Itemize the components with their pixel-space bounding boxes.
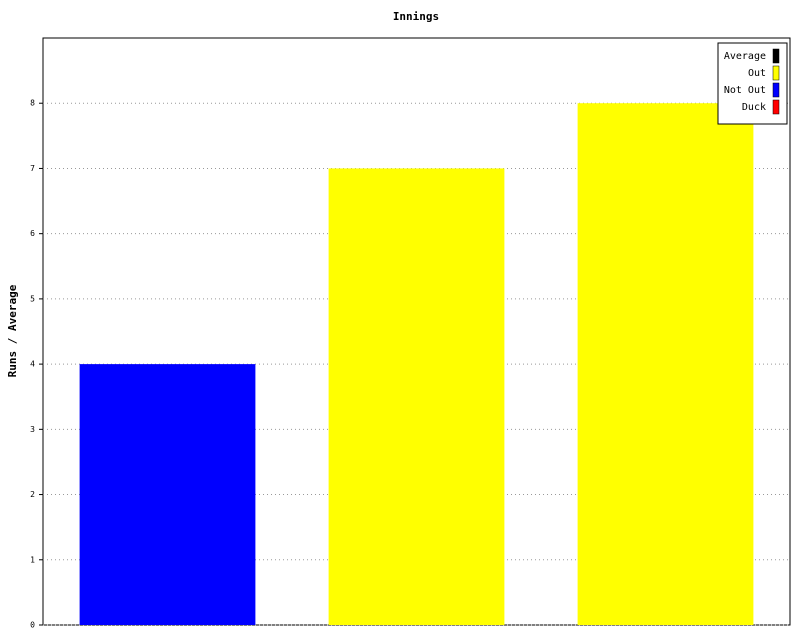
- legend-swatch: [772, 82, 780, 98]
- bar: [328, 168, 505, 625]
- chart-title: Innings: [393, 10, 439, 23]
- legend-swatch: [772, 65, 780, 81]
- y-axis-label: Runs / Average: [6, 284, 19, 377]
- legend-label: Duck: [742, 102, 766, 113]
- y-tick-label: 1: [30, 555, 35, 564]
- legend-label: Out: [748, 68, 766, 79]
- legend-label: Not Out: [724, 85, 766, 96]
- legend-label: Average: [724, 51, 766, 62]
- legend-swatch: [772, 48, 780, 64]
- y-tick-label: 5: [30, 294, 35, 303]
- y-tick-label: 7: [30, 164, 35, 173]
- legend-swatch: [772, 99, 780, 115]
- y-tick-label: 8: [30, 99, 35, 108]
- bar: [577, 103, 754, 625]
- y-tick-label: 3: [30, 425, 35, 434]
- y-tick-label: 4: [30, 360, 35, 369]
- bar: [79, 364, 256, 625]
- y-tick-label: 0: [30, 621, 35, 630]
- y-tick-label: 2: [30, 490, 35, 499]
- y-tick-label: 6: [30, 229, 35, 238]
